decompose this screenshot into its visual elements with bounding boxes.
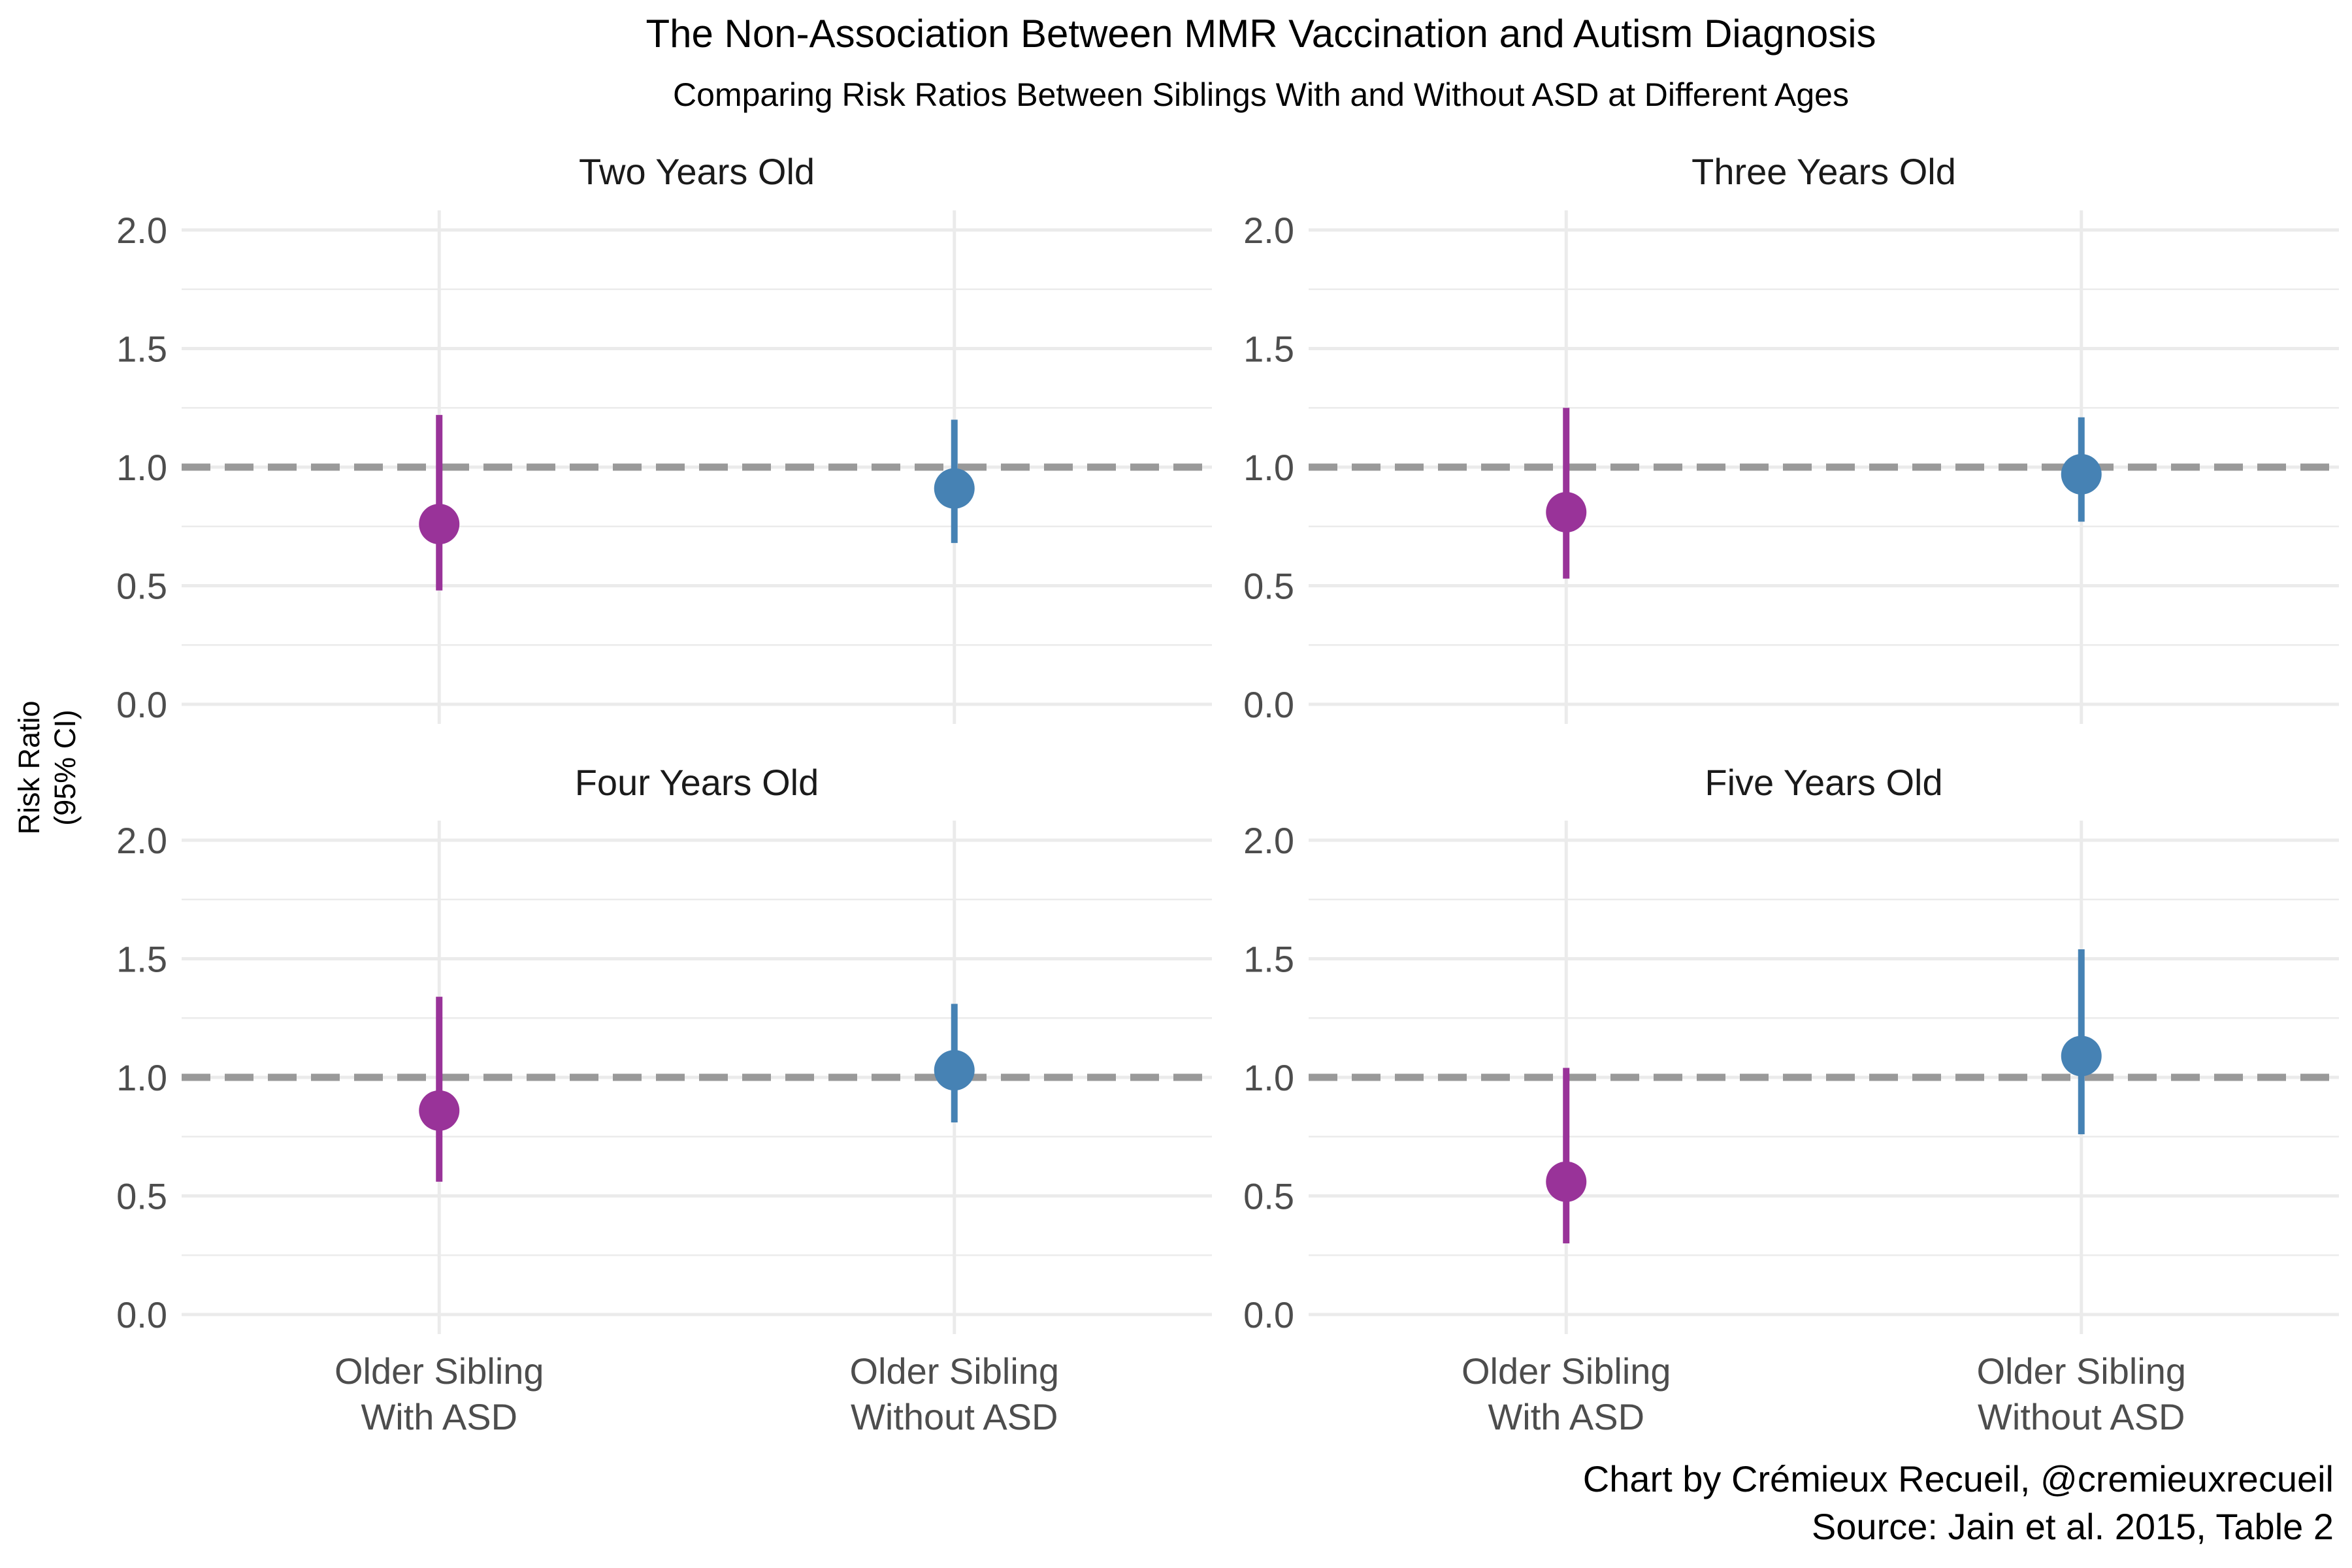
point-estimate <box>934 1050 975 1091</box>
y-tick-label: 0.0 <box>1243 684 1294 725</box>
y-tick-label: 2.0 <box>116 210 167 251</box>
y-tick-label: 1.0 <box>116 1057 167 1098</box>
point-estimate <box>934 468 975 509</box>
y-tick-label: 1.5 <box>1243 939 1294 980</box>
y-tick-label: 1.0 <box>116 447 167 488</box>
point-estimate <box>1546 491 1587 532</box>
point-estimate <box>419 504 460 545</box>
y-tick-label: 0.5 <box>1243 566 1294 607</box>
facet-title: Three Years Old <box>1691 151 1956 192</box>
x-tick-label: With ASD <box>361 1396 517 1437</box>
facet-panel-3: 0.0 0.5 1.0 1.5 2.0 Four Years Old Older Sibli… <box>116 762 1212 1437</box>
x-tick-label: Older Sibling <box>849 1350 1059 1392</box>
y-axis-title-line1: Risk Ratio <box>12 700 46 834</box>
x-tick-label: With ASD <box>1488 1396 1644 1437</box>
y-tick-label: 0.0 <box>1243 1294 1294 1335</box>
chart-title: The Non-Association Between MMR Vaccinat… <box>645 12 1876 56</box>
y-tick-label: 1.5 <box>116 329 167 370</box>
y-tick-label: 0.0 <box>116 1294 167 1335</box>
y-tick-label: 1.0 <box>1243 447 1294 488</box>
facet-title: Two Years Old <box>579 151 815 192</box>
point-estimate <box>1546 1161 1587 1202</box>
x-tick-label: Older Sibling <box>1462 1350 1671 1392</box>
point-estimate <box>2061 453 2102 495</box>
x-tick-label: Older Sibling <box>1976 1350 2186 1392</box>
caption-credit: Chart by Crémieux Recueil, @cremieuxrecu… <box>1583 1458 2334 1499</box>
point-estimate <box>2061 1036 2102 1077</box>
x-tick-label: Older Sibling <box>335 1350 544 1392</box>
y-tick-label: 0.0 <box>116 684 167 725</box>
y-axis-title-line2: (95% CI) <box>48 710 82 826</box>
point-estimate <box>419 1090 460 1131</box>
y-tick-label: 1.5 <box>1243 329 1294 370</box>
facet-title: Four Years Old <box>575 762 819 803</box>
x-tick-label: Without ASD <box>1978 1396 2185 1437</box>
facet-panel-1: 0.0 0.5 1.0 1.5 2.0 Two Years Old <box>116 151 1212 725</box>
facet-panel-4: 0.0 0.5 1.0 1.5 2.0 Five Years Old Older Sibli… <box>1243 762 2339 1437</box>
y-tick-label: 0.5 <box>116 1176 167 1217</box>
facet-panels: 0.0 0.5 1.0 1.5 2.0 Two Years Old 0.0 0.5 1.0 1.5… <box>116 151 2339 1437</box>
y-tick-label: 0.5 <box>1243 1176 1294 1217</box>
y-tick-label: 2.0 <box>116 820 167 861</box>
y-tick-label: 1.0 <box>1243 1057 1294 1098</box>
y-tick-label: 1.5 <box>116 939 167 980</box>
facet-title: Five Years Old <box>1705 762 1942 803</box>
y-tick-label: 2.0 <box>1243 820 1294 861</box>
chart-subtitle: Comparing Risk Ratios Between Siblings W… <box>673 76 1849 113</box>
y-tick-label: 0.5 <box>116 566 167 607</box>
caption-source: Source: Jain et al. 2015, Table 2 <box>1812 1506 2334 1547</box>
y-axis-title: Risk Ratio (95% CI) <box>12 700 82 834</box>
x-tick-label: Without ASD <box>851 1396 1058 1437</box>
facet-panel-2: 0.0 0.5 1.0 1.5 2.0 Three Years Old <box>1243 151 2339 725</box>
y-tick-label: 2.0 <box>1243 210 1294 251</box>
